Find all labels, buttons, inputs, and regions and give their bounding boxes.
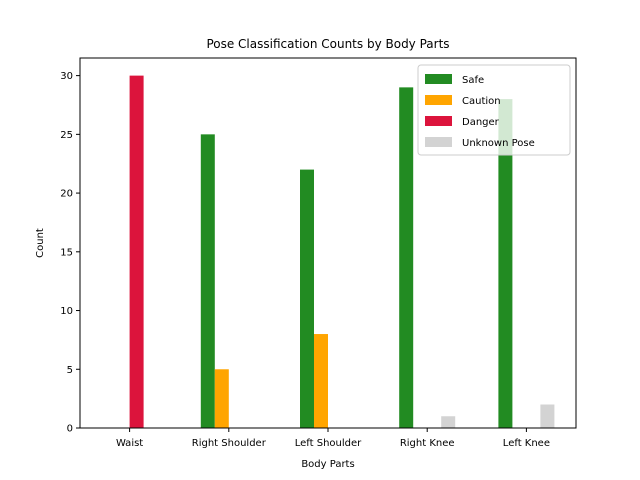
y-tick-label: 20 xyxy=(60,189,73,200)
y-axis-title: Count xyxy=(35,228,46,258)
bars xyxy=(129,75,555,429)
y-tick-label: 5 xyxy=(67,365,73,376)
y-tick-label: 0 xyxy=(67,424,73,435)
bar-caution-right-shoulder xyxy=(214,369,229,428)
legend-box xyxy=(417,64,571,156)
y-axis: 0 5 10 15 20 25 30 xyxy=(60,71,80,435)
legend-label: Danger xyxy=(462,117,500,128)
y-tick-label: 10 xyxy=(60,306,73,317)
bar-danger-waist xyxy=(129,75,144,428)
x-axis-title: Body Parts xyxy=(301,459,354,470)
x-tick-label: Waist xyxy=(116,438,143,449)
legend-swatch xyxy=(425,137,452,147)
x-tick-label: Right Knee xyxy=(400,438,455,449)
bar-safe-left-shoulder xyxy=(300,169,314,429)
legend: Safe Caution Danger Unknown Pose xyxy=(417,64,571,156)
y-tick-label: 15 xyxy=(60,247,73,258)
y-tick-label: 30 xyxy=(60,71,73,82)
bar-caution-left-shoulder xyxy=(314,334,328,428)
bar-safe-right-knee xyxy=(399,87,414,428)
legend-swatch xyxy=(425,74,452,84)
plot-area: 0 5 10 15 20 25 30 Waist Right Shoulder Left Sho… xyxy=(60,57,577,449)
legend-label: Unknown Pose xyxy=(462,138,535,149)
legend-label: Caution xyxy=(462,96,501,107)
legend-swatch xyxy=(425,116,452,126)
chart-title: Pose Classification Counts by Body Parts xyxy=(206,37,449,51)
x-tick-label: Left Shoulder xyxy=(295,438,362,449)
bar-safe-left-knee xyxy=(498,99,513,428)
bar-unknown-pose-left-knee xyxy=(540,404,555,428)
x-tick-label: Right Shoulder xyxy=(192,438,267,449)
bar-safe-right-shoulder xyxy=(200,134,215,428)
x-tick-label: Left Knee xyxy=(503,438,550,449)
bar-unknown-pose-right-knee xyxy=(441,416,456,428)
y-tick-label: 25 xyxy=(60,130,73,141)
legend-label: Safe xyxy=(462,75,484,86)
legend-swatch xyxy=(425,95,452,105)
x-axis: Waist Right Shoulder Left Shoulder Right Kn… xyxy=(116,428,550,449)
